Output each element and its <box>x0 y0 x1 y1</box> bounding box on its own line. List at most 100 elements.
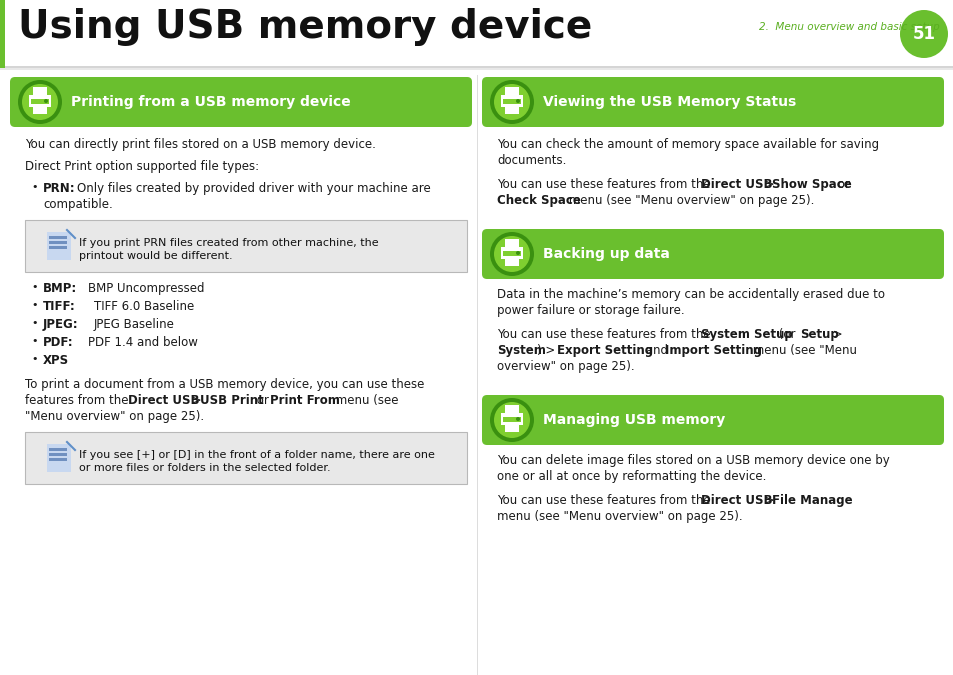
Bar <box>504 106 518 114</box>
Bar <box>47 232 71 260</box>
Text: Direct USB: Direct USB <box>700 494 772 507</box>
Text: BMP:: BMP: <box>43 282 77 295</box>
FancyBboxPatch shape <box>481 77 943 127</box>
Bar <box>0 66 953 70</box>
Bar <box>49 236 67 239</box>
Circle shape <box>899 10 947 58</box>
Bar <box>504 424 518 432</box>
Text: features from the: features from the <box>25 394 132 407</box>
Text: Backing up data: Backing up data <box>542 247 669 261</box>
FancyBboxPatch shape <box>541 77 943 127</box>
Text: Check Space: Check Space <box>497 194 580 207</box>
Text: power failure or storage failure.: power failure or storage failure. <box>497 304 684 317</box>
Bar <box>25 432 467 484</box>
Bar <box>33 106 47 114</box>
Text: Setup: Setup <box>800 328 838 341</box>
Text: Print From: Print From <box>270 394 339 407</box>
Bar <box>502 251 520 256</box>
Text: documents.: documents. <box>497 154 566 167</box>
Text: menu (see "Menu overview" on page 25).: menu (see "Menu overview" on page 25). <box>497 510 741 523</box>
Circle shape <box>22 84 58 120</box>
Text: System Setup: System Setup <box>700 328 792 341</box>
Circle shape <box>18 80 62 124</box>
Text: Data in the machine’s memory can be accidentally erased due to: Data in the machine’s memory can be acci… <box>497 288 884 301</box>
Text: or: or <box>833 178 849 191</box>
FancyBboxPatch shape <box>481 229 943 279</box>
Circle shape <box>44 99 48 103</box>
Circle shape <box>516 417 519 421</box>
Text: Using USB memory device: Using USB memory device <box>18 8 592 46</box>
Text: Direct Print option supported file types:: Direct Print option supported file types… <box>25 160 259 173</box>
Text: •: • <box>30 318 37 328</box>
Text: PDF:: PDF: <box>43 336 73 349</box>
Text: 51: 51 <box>911 25 935 43</box>
Text: •: • <box>30 354 37 364</box>
Text: USB Print: USB Print <box>200 394 263 407</box>
Text: BMP Uncompressed: BMP Uncompressed <box>88 282 205 295</box>
Circle shape <box>516 251 519 255</box>
Circle shape <box>490 398 534 442</box>
Circle shape <box>490 232 534 276</box>
Circle shape <box>516 99 519 103</box>
Text: Printing from a USB memory device: Printing from a USB memory device <box>71 95 351 109</box>
Bar <box>500 413 522 425</box>
Bar <box>33 87 47 96</box>
Text: and: and <box>641 344 671 357</box>
Text: If you see [+] or [D] in the front of a folder name, there are one
or more files: If you see [+] or [D] in the front of a … <box>79 450 435 473</box>
Text: You can directly print files stored on a USB memory device.: You can directly print files stored on a… <box>25 138 375 151</box>
Text: You can delete image files stored on a USB memory device one by: You can delete image files stored on a U… <box>497 454 889 467</box>
Bar <box>49 241 67 244</box>
Text: PRN:: PRN: <box>43 182 75 195</box>
FancyBboxPatch shape <box>541 395 943 445</box>
Text: compatible.: compatible. <box>43 198 112 211</box>
Text: Direct USB: Direct USB <box>128 394 199 407</box>
Bar <box>30 99 49 104</box>
Bar <box>0 0 5 68</box>
Text: 2.  Menu overview and basic setup: 2. Menu overview and basic setup <box>759 22 939 32</box>
Text: overview" on page 25).: overview" on page 25). <box>497 360 634 373</box>
Text: TIFF 6.0 Baseline: TIFF 6.0 Baseline <box>94 300 194 313</box>
Bar <box>476 75 477 675</box>
Text: •: • <box>30 282 37 292</box>
Text: •: • <box>30 336 37 346</box>
Bar <box>25 220 467 272</box>
FancyBboxPatch shape <box>541 229 943 279</box>
Text: You can use these features from the: You can use these features from the <box>497 178 714 191</box>
Text: You can use these features from the: You can use these features from the <box>497 494 714 507</box>
Bar <box>504 258 518 266</box>
Text: JPEG:: JPEG: <box>43 318 78 331</box>
Text: >: > <box>760 178 778 191</box>
Text: You can check the amount of memory space available for saving: You can check the amount of memory space… <box>497 138 879 151</box>
Bar <box>504 239 518 248</box>
Text: If you print PRN files created from other machine, the
printout would be differe: If you print PRN files created from othe… <box>79 238 378 261</box>
Text: one or all at once by reformatting the device.: one or all at once by reformatting the d… <box>497 470 765 483</box>
Bar <box>49 448 67 451</box>
Bar <box>25 432 467 484</box>
Bar <box>29 95 51 107</box>
Bar <box>0 68 953 70</box>
Text: System: System <box>497 344 545 357</box>
Bar <box>500 247 522 259</box>
Circle shape <box>494 84 530 120</box>
Text: menu (see "Menu overview" on page 25).: menu (see "Menu overview" on page 25). <box>564 194 814 207</box>
Circle shape <box>490 80 534 124</box>
Bar <box>504 405 518 414</box>
Text: Export Setting: Export Setting <box>557 344 653 357</box>
Text: Import Setting: Import Setting <box>664 344 761 357</box>
Text: menu (see "Menu: menu (see "Menu <box>748 344 856 357</box>
Bar <box>49 246 67 249</box>
Text: TIFF:: TIFF: <box>43 300 75 313</box>
Text: >: > <box>760 494 778 507</box>
Text: (or: (or <box>774 328 799 341</box>
Text: File Manage: File Manage <box>771 494 852 507</box>
Text: •: • <box>30 182 37 192</box>
Bar <box>502 417 520 422</box>
Bar <box>49 458 67 461</box>
Text: menu (see: menu (see <box>332 394 398 407</box>
Text: Viewing the USB Memory Status: Viewing the USB Memory Status <box>542 95 796 109</box>
Bar <box>500 95 522 107</box>
Text: Direct USB: Direct USB <box>700 178 772 191</box>
Text: Only files created by provided driver with your machine are: Only files created by provided driver wi… <box>77 182 431 195</box>
Bar <box>25 220 467 272</box>
Circle shape <box>494 402 530 438</box>
